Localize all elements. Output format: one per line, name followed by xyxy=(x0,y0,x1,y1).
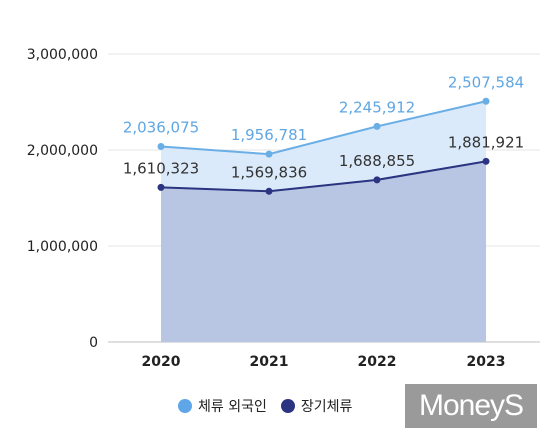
y-tick-label-2: 2,000,000 xyxy=(27,143,98,159)
y-tick-label-0: 0 xyxy=(89,335,98,351)
x-tick-label-3: 2023 xyxy=(467,354,506,370)
data-point-s0-3 xyxy=(482,97,490,105)
x-tick-label-0: 2020 xyxy=(142,354,181,370)
data-label-s0-2: 2,245,912 xyxy=(339,98,415,116)
data-point-s1-3 xyxy=(482,157,490,165)
data-point-s1-0 xyxy=(157,183,165,191)
legend-swatch-foreign-residents xyxy=(178,399,192,413)
legend-item-foreign-residents: 체류 외국인 xyxy=(178,396,267,416)
moneys-logo: MoneyS xyxy=(405,384,537,428)
data-label-s1-1: 1,569,836 xyxy=(231,163,307,181)
data-point-s1-2 xyxy=(373,176,381,184)
legend-label-long-term: 장기체류 xyxy=(300,399,353,415)
data-label-s0-1: 1,956,781 xyxy=(231,126,307,144)
data-point-s0-0 xyxy=(157,143,165,151)
logo-text: MoneyS xyxy=(418,389,524,422)
y-tick-label-1: 1,000,000 xyxy=(27,239,98,255)
legend-item-long-term: 장기체류 xyxy=(280,396,353,416)
legend-swatch-long-term xyxy=(280,399,295,413)
legend: 체류 외국인 장기체류 xyxy=(178,394,352,418)
series-line-0 xyxy=(160,100,487,156)
data-label-s1-2: 1,688,855 xyxy=(339,152,415,170)
x-tick-label-1: 2021 xyxy=(250,354,289,370)
data-label-s1-3: 1,881,921 xyxy=(448,133,524,151)
data-point-s1-1 xyxy=(265,187,273,195)
x-tick-label-2: 2022 xyxy=(358,354,397,370)
legend-label-foreign-residents: 체류 외국인 xyxy=(198,399,267,415)
area-chart: 0 1,000,000 2,000,000 3,000,000 2020 2021 2022… xyxy=(27,47,540,370)
data-label-s1-0: 1,610,323 xyxy=(123,159,199,177)
data-point-s0-2 xyxy=(373,122,381,130)
area-fill-series-1 xyxy=(161,161,486,342)
data-label-s0-0: 2,036,075 xyxy=(123,119,199,137)
data-label-s0-3: 2,507,584 xyxy=(448,73,524,91)
data-point-s0-1 xyxy=(265,150,273,158)
series-line-1 xyxy=(160,160,487,193)
y-tick-label-3: 3,000,000 xyxy=(27,47,98,63)
